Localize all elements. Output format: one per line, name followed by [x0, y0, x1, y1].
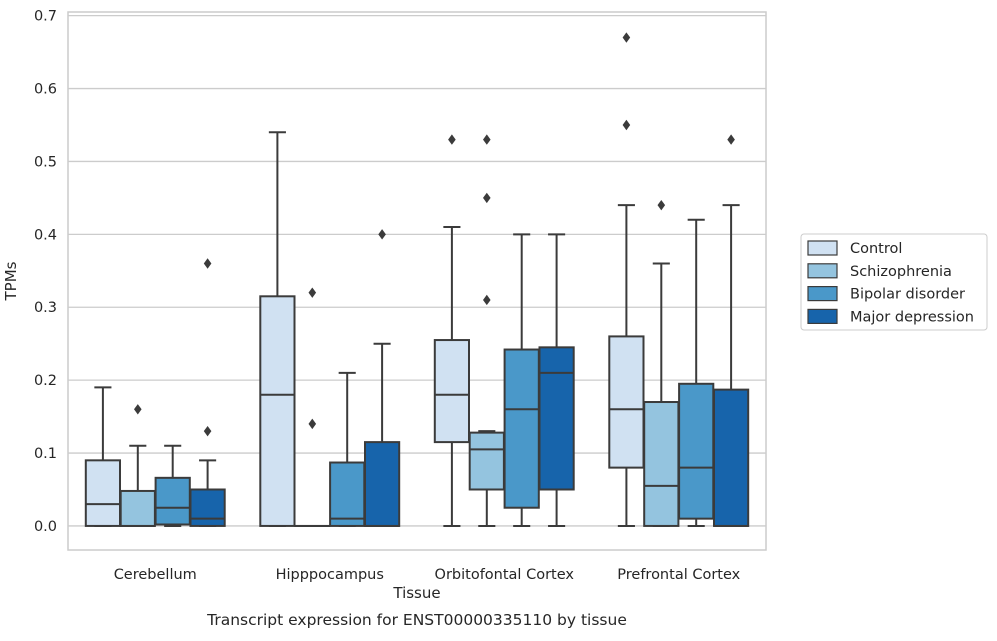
legend-swatch: [808, 241, 837, 255]
box-body: [714, 390, 748, 526]
box-body: [121, 491, 155, 526]
box-body: [86, 460, 120, 526]
legend-label: Bipolar disorder: [850, 287, 965, 303]
y-tick-label: 0.6: [34, 82, 57, 98]
y-tick-label: 0.7: [34, 9, 57, 25]
y-tick-label: 0.0: [34, 519, 57, 535]
box-body: [190, 489, 224, 525]
y-tick-label: 0.2: [34, 373, 57, 389]
box-body: [470, 433, 504, 490]
box-body: [609, 336, 643, 467]
box-body: [330, 463, 364, 526]
box-body: [156, 478, 190, 525]
legend-label: Major depression: [850, 309, 974, 325]
legend-label: Control: [850, 241, 902, 257]
y-tick-label: 0.4: [34, 227, 57, 243]
legend-swatch: [808, 309, 837, 323]
legend: Control Schizophrenia Bipolar disorder Majo…: [801, 234, 987, 330]
box-body: [435, 340, 469, 442]
box-body: [365, 442, 399, 526]
y-tick-label: 0.3: [34, 300, 57, 316]
y-tick-label: 0.5: [34, 154, 57, 170]
legend-swatch: [808, 264, 837, 278]
x-tick-label: Cerebellum: [114, 567, 197, 583]
y-tick-label: 0.1: [34, 446, 57, 462]
box-body: [539, 347, 573, 489]
x-tick-label: Hipppocampus: [276, 567, 384, 583]
figure-caption: Transcript expression for ENST0000033511…: [206, 611, 627, 629]
y-axis-label: TPMs: [2, 261, 20, 301]
legend-label: Schizophrenia: [850, 264, 952, 280]
x-tick-label: Orbitofontal Cortex: [435, 567, 575, 583]
box-body: [260, 296, 294, 526]
x-axis-label: Tissue: [392, 584, 440, 602]
legend-swatch: [808, 287, 837, 301]
x-tick-label: Prefrontal Cortex: [617, 567, 740, 583]
box-body: [644, 402, 678, 526]
box-body: [505, 350, 539, 508]
box-body: [679, 384, 713, 519]
